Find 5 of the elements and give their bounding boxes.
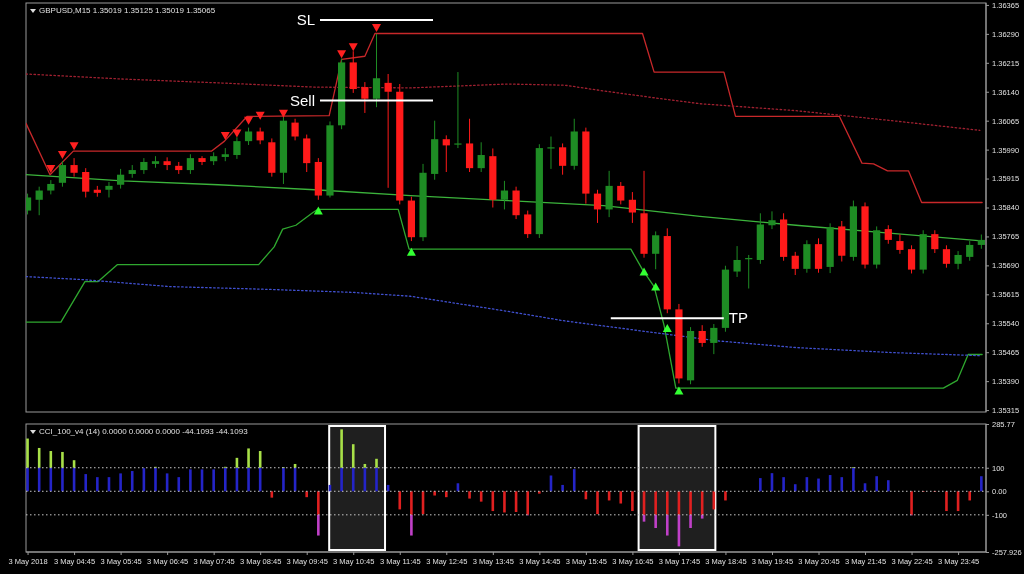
ref-line-label: Sell: [289, 91, 315, 109]
ref-line-label: TP: [728, 309, 748, 327]
ref-line-label: SL: [296, 11, 315, 29]
chart-title: GBPUSD,M15 1.35019 1.35125 1.35019 1.35065: [39, 6, 216, 15]
chart-title: CCI_100_v4 (14) 0.0000 0.0000 0.0000 -44.1093 -44.1093: [39, 427, 249, 436]
